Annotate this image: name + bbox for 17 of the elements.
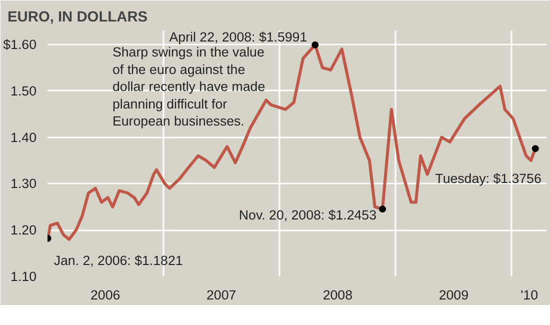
y-tick-label: 1.50 xyxy=(10,83,37,98)
x-tick-label: 2009 xyxy=(438,288,469,302)
x-tick-label: 2008 xyxy=(322,288,353,302)
annotation: Tuesday: $1.3756 xyxy=(435,171,542,186)
annotation: Jan. 2, 2006: $1.1821 xyxy=(54,252,183,268)
y-tick-label: 1.10 xyxy=(10,269,37,284)
y-tick-label: $1.60 xyxy=(3,36,37,52)
chart-title: EURO, IN DOLLARS xyxy=(8,10,148,26)
annotation: Nov. 20, 2008: $1.2453 xyxy=(238,208,377,223)
y-tick-label: 1.30 xyxy=(10,176,37,192)
y-tick-label: 1.40 xyxy=(10,130,37,145)
annotation: April 22, 2008: $1.5991 xyxy=(169,29,308,44)
x-tick-label: 2007 xyxy=(206,288,236,302)
x-tick-label: 2006 xyxy=(90,288,120,302)
annotation: Sharp swings in the value of the euro against the dollar recently have made planning difficult for European businesses. xyxy=(112,44,266,128)
y-tick-label: 1.20 xyxy=(10,222,37,238)
x-tick-label: '10 xyxy=(520,288,538,302)
